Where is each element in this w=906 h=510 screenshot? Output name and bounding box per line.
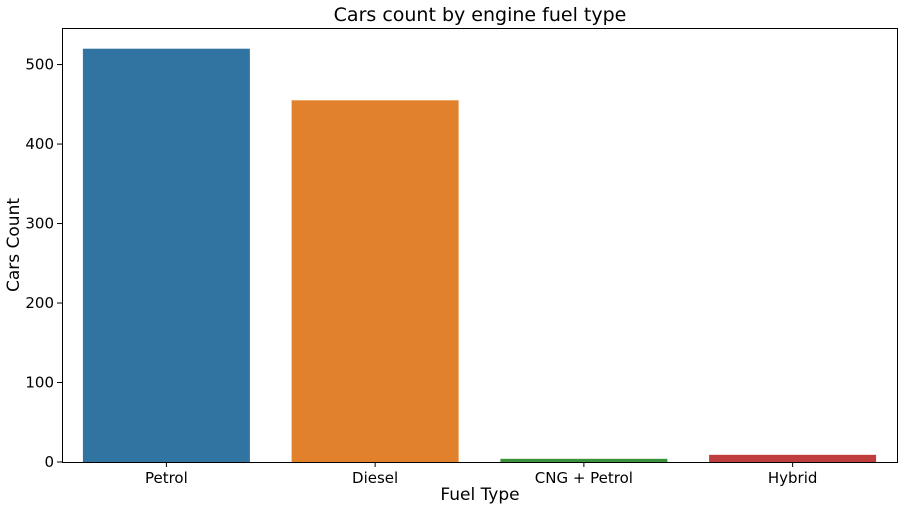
x-axis: Petrol Diesel CNG + Petrol Hybrid	[145, 462, 817, 487]
x-axis-label: Fuel Type	[440, 485, 519, 505]
bar-diesel	[291, 100, 459, 463]
x-tick-label: Hybrid	[768, 469, 818, 487]
bar-cng-petrol	[500, 458, 668, 462]
chart-title: Cars count by engine fuel type	[334, 4, 627, 26]
y-tick-label: 300	[25, 215, 54, 233]
x-tick-label: CNG + Petrol	[535, 469, 633, 487]
bar-hybrid	[709, 454, 877, 462]
plot-frame	[62, 28, 898, 463]
x-tick-label: Diesel	[352, 469, 398, 487]
y-axis-label: Cars Count	[4, 198, 24, 292]
y-tick-label: 0	[44, 453, 54, 471]
bars-layer	[82, 48, 877, 463]
x-tick-label: Petrol	[145, 469, 188, 487]
y-tick-label: 500	[25, 56, 54, 74]
bar-petrol	[82, 48, 250, 462]
y-tick-label: 100	[25, 374, 54, 392]
y-tick-label: 200	[25, 294, 54, 312]
y-tick-label: 400	[25, 135, 54, 153]
y-axis: 0 100 200 300 400 500	[25, 56, 62, 471]
